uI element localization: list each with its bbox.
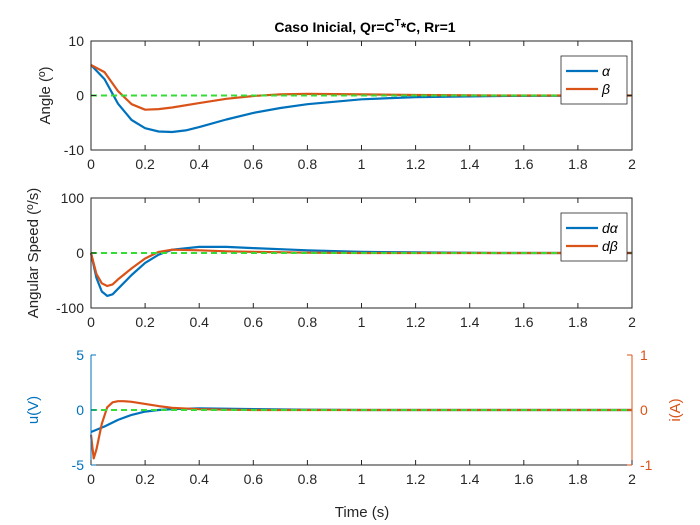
- y-tick-label: 0: [76, 245, 84, 261]
- y-tick-label-right: -1: [640, 457, 653, 473]
- x-tick-label: 2: [628, 314, 636, 330]
- y-tick-label: 5: [76, 347, 84, 363]
- x-tick-label: 1.2: [406, 156, 426, 172]
- x-tick-label: 1.8: [568, 156, 588, 172]
- figure-title: Caso Inicial, Qr=CT*C, Rr=1: [274, 18, 455, 35]
- legend-label: α: [602, 63, 611, 79]
- x-tick-label: 0.4: [189, 471, 209, 487]
- series-line-1-1: [90, 64, 633, 134]
- x-tick-label: 1.8: [568, 314, 588, 330]
- legend-label: dβ: [602, 238, 618, 254]
- y-axis-label: u(V): [25, 396, 42, 424]
- x-tick-label: 0: [87, 314, 95, 330]
- x-tick-label: 0.6: [244, 156, 264, 172]
- legend-box: [560, 55, 628, 105]
- subplot-2: 0 0.2 0.4 0.6 0.8 1 1.2 1.4 1.6 1.8 2-1000100Angul…: [25, 188, 636, 330]
- x-tick-label: 1.6: [514, 314, 534, 330]
- x-tick-label: 0.2: [135, 471, 155, 487]
- x-tick-label: 0.2: [135, 314, 155, 330]
- legend-label: dα: [602, 220, 619, 236]
- y-tick-label: -10: [64, 142, 84, 158]
- x-tick-label: 0: [87, 471, 95, 487]
- x-tick-label: 0.4: [189, 156, 209, 172]
- legend-box: [560, 212, 628, 262]
- x-tick-label: 0.4: [189, 314, 209, 330]
- x-tick-label: 0.6: [244, 314, 264, 330]
- y-tick-label-right: 1: [640, 347, 648, 363]
- y-tick-label: 0: [76, 88, 84, 104]
- x-tick-label: 1.8: [568, 471, 588, 487]
- x-tick-label: 1: [358, 471, 366, 487]
- x-tick-label: 0: [87, 156, 95, 172]
- x-tick-label: 0.6: [244, 471, 264, 487]
- x-tick-label: 1.4: [460, 156, 480, 172]
- y-axis-label-right: i(A): [667, 398, 684, 421]
- x-tick-label: 1.2: [406, 471, 426, 487]
- y-tick-label: 0: [76, 402, 84, 418]
- x-tick-label: 2: [628, 156, 636, 172]
- x-tick-label: 1: [358, 314, 366, 330]
- x-tick-label: 2: [628, 471, 636, 487]
- y-tick-label: 10: [68, 33, 84, 49]
- y-tick-label: -100: [56, 300, 84, 316]
- y-tick-label: 100: [61, 190, 85, 206]
- x-tick-label: 1: [358, 156, 366, 172]
- y-tick-label-right: 0: [640, 402, 648, 418]
- y-axis-label: Angular Speed (º/s): [25, 188, 42, 319]
- x-tick-label: 1.4: [460, 314, 480, 330]
- legend-label: β: [601, 81, 610, 97]
- legend: dα dβ: [560, 212, 628, 262]
- x-tick-label: 0.8: [298, 156, 318, 172]
- legend: αβ: [560, 55, 628, 105]
- x-tick-label: 0.8: [298, 314, 318, 330]
- x-tick-label: 0.8: [298, 471, 318, 487]
- x-tick-label: 0.2: [135, 156, 155, 172]
- x-tick-label: 1.2: [406, 314, 426, 330]
- series-line-1-2: [90, 64, 632, 111]
- x-tick-label: 1.4: [460, 471, 480, 487]
- y-axis-label: Angle (º): [37, 66, 54, 124]
- y-tick-label: -5: [72, 457, 85, 473]
- x-tick-label: 1.6: [514, 156, 534, 172]
- x-tick-label: 1.6: [514, 471, 534, 487]
- x-axis-label: Time (s): [335, 504, 389, 521]
